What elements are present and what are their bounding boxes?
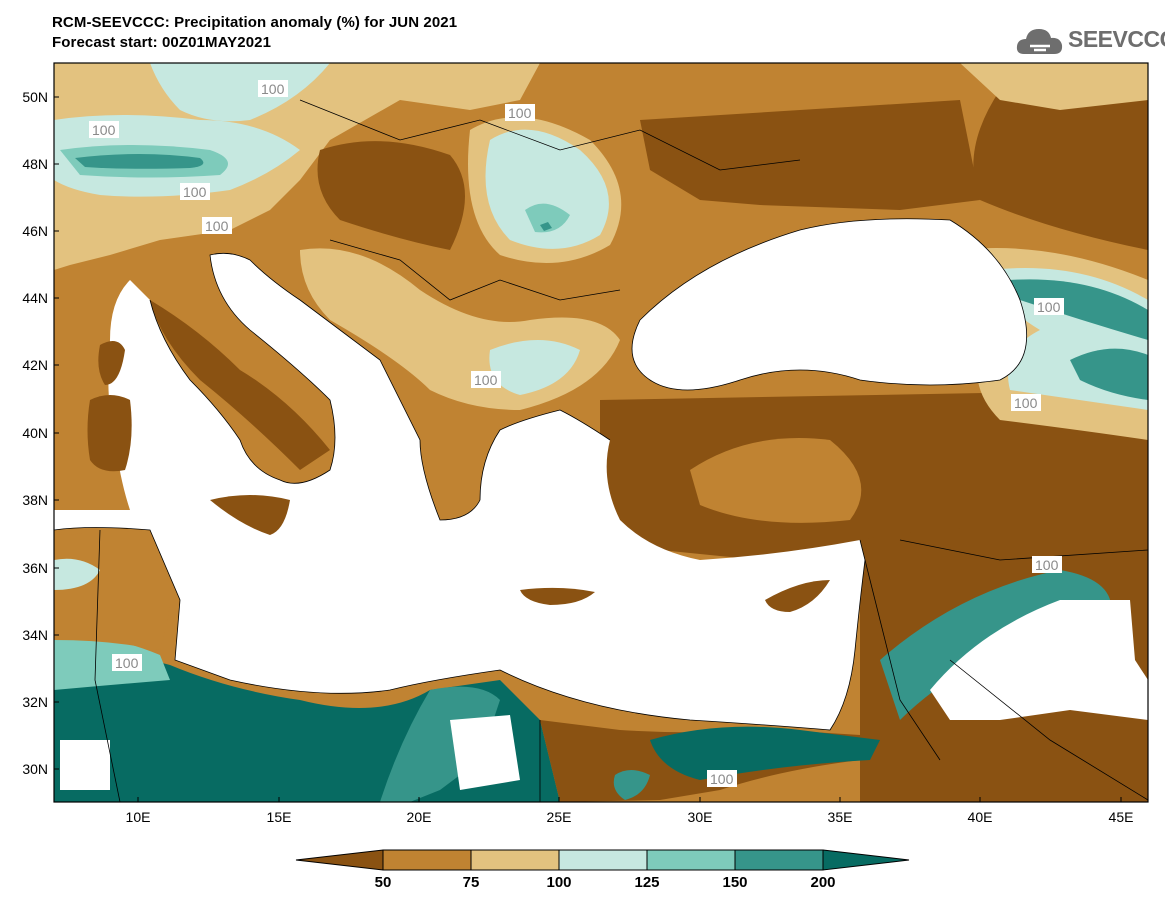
lat-label: 40N: [22, 425, 48, 441]
anomaly-zone-dry-carpathian: [317, 141, 465, 250]
colorbar-segment: [295, 849, 384, 871]
colorbar-label: 100: [546, 874, 572, 891]
lat-label: 38N: [22, 492, 48, 508]
lat-label: 36N: [22, 560, 48, 576]
lat-label: 30N: [22, 761, 48, 777]
forecast-start: Forecast start: 00Z01MAY2021: [52, 34, 272, 51]
colorbar-segment: [558, 849, 648, 871]
colorbar-label: 75: [462, 874, 480, 891]
lon-label: 35E: [827, 809, 853, 825]
anomaly-zone-east-dry: [973, 63, 1148, 250]
lat-label: 44N: [22, 290, 48, 306]
colorbar-label: 125: [634, 874, 660, 891]
lat-label: 46N: [22, 223, 48, 239]
contour-label: 100: [1035, 557, 1059, 573]
colorbar-segment: [822, 849, 910, 871]
lat-label: 34N: [22, 627, 48, 643]
sicily: [210, 495, 290, 535]
mediterranean-sea: [54, 253, 865, 731]
corsica: [98, 341, 125, 385]
lon-label: 30E: [687, 809, 713, 825]
colorbar: [295, 849, 910, 871]
contour-label: 100: [183, 184, 207, 200]
crete: [520, 587, 595, 605]
contour-label: 100: [92, 122, 116, 138]
anomaly-zone-ukraine-dry: [640, 100, 980, 210]
lon-label: 10E: [125, 809, 151, 825]
contour-label: 100: [1037, 299, 1061, 315]
colorbar-segment: [470, 849, 560, 871]
lon-label: 20E: [406, 809, 432, 825]
sardinia: [87, 395, 132, 472]
lon-label: 40E: [967, 809, 993, 825]
lat-label: 48N: [22, 156, 48, 172]
black-sea: [632, 218, 1027, 390]
contour-label: 100: [710, 771, 734, 787]
colorbar-segment: [382, 849, 472, 871]
lon-label: 45E: [1108, 809, 1134, 825]
lat-label: 32N: [22, 694, 48, 710]
contour-label: 100: [1014, 395, 1038, 411]
anomaly-zone-north-wet: [150, 63, 330, 122]
cyprus: [765, 580, 830, 612]
colorbar-segment: [646, 849, 736, 871]
anomaly-zone-italy-dry: [150, 300, 330, 470]
contour-label: 100: [474, 372, 498, 388]
contour-label: 100: [205, 218, 229, 234]
contour-label: 100: [508, 105, 532, 121]
colorbar-segment: [734, 849, 824, 871]
map-title: RCM-SEEVCCC: Precipitation anomaly (%) f…: [52, 14, 458, 31]
contour-label: 100: [261, 81, 285, 97]
logo-text: SEEVCCC: [1068, 26, 1165, 52]
seevccc-logo: SEEVCCC: [1016, 20, 1165, 60]
map-title-block: RCM-SEEVCCC: Precipitation anomaly (%) f…: [52, 13, 457, 53]
lat-label: 42N: [22, 357, 48, 373]
colorbar-label: 50: [374, 874, 392, 891]
cloud-icon: [1016, 29, 1063, 54]
anomaly-zone-turkey-dry: [600, 390, 1148, 560]
lon-label: 15E: [266, 809, 292, 825]
lat-label: 50N: [22, 89, 48, 105]
anomaly-zone-wet-romania-inner: [485, 129, 609, 249]
colorbar-label: 150: [722, 874, 748, 891]
lon-label: 25E: [546, 809, 572, 825]
contour-label: 100: [115, 655, 139, 671]
colorbar-label: 200: [810, 874, 836, 891]
anomaly-zone-light-north: [54, 63, 1148, 270]
